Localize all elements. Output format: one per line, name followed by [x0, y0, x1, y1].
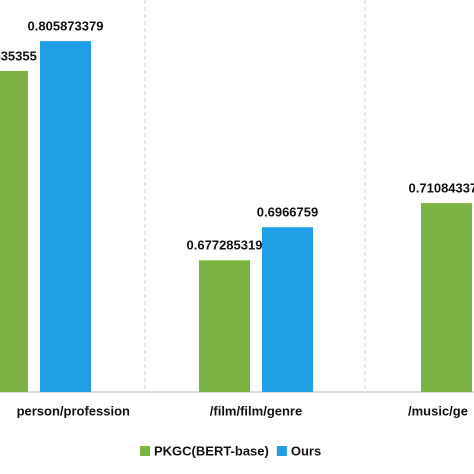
x-tick-label: /film/film/genre	[210, 403, 302, 418]
legend-swatch	[140, 446, 150, 456]
bar	[421, 203, 472, 392]
data-label: 0.6966759	[257, 205, 318, 220]
legend-label: Ours	[291, 443, 321, 458]
x-tick-label: person/profession	[17, 403, 130, 418]
data-label: 0.78835355	[0, 48, 37, 63]
x-tick-label: /music/ge	[408, 403, 468, 418]
bar	[0, 70, 28, 392]
bar	[199, 260, 250, 392]
data-label: 0.710843373	[409, 181, 474, 196]
legend-swatch	[276, 446, 287, 456]
data-label: 0.805873379	[28, 19, 104, 34]
legend-label: PKGC(BERT-base)	[154, 443, 269, 458]
bar	[262, 227, 313, 392]
bar	[40, 41, 91, 393]
data-label: 0.677285319	[187, 238, 263, 253]
